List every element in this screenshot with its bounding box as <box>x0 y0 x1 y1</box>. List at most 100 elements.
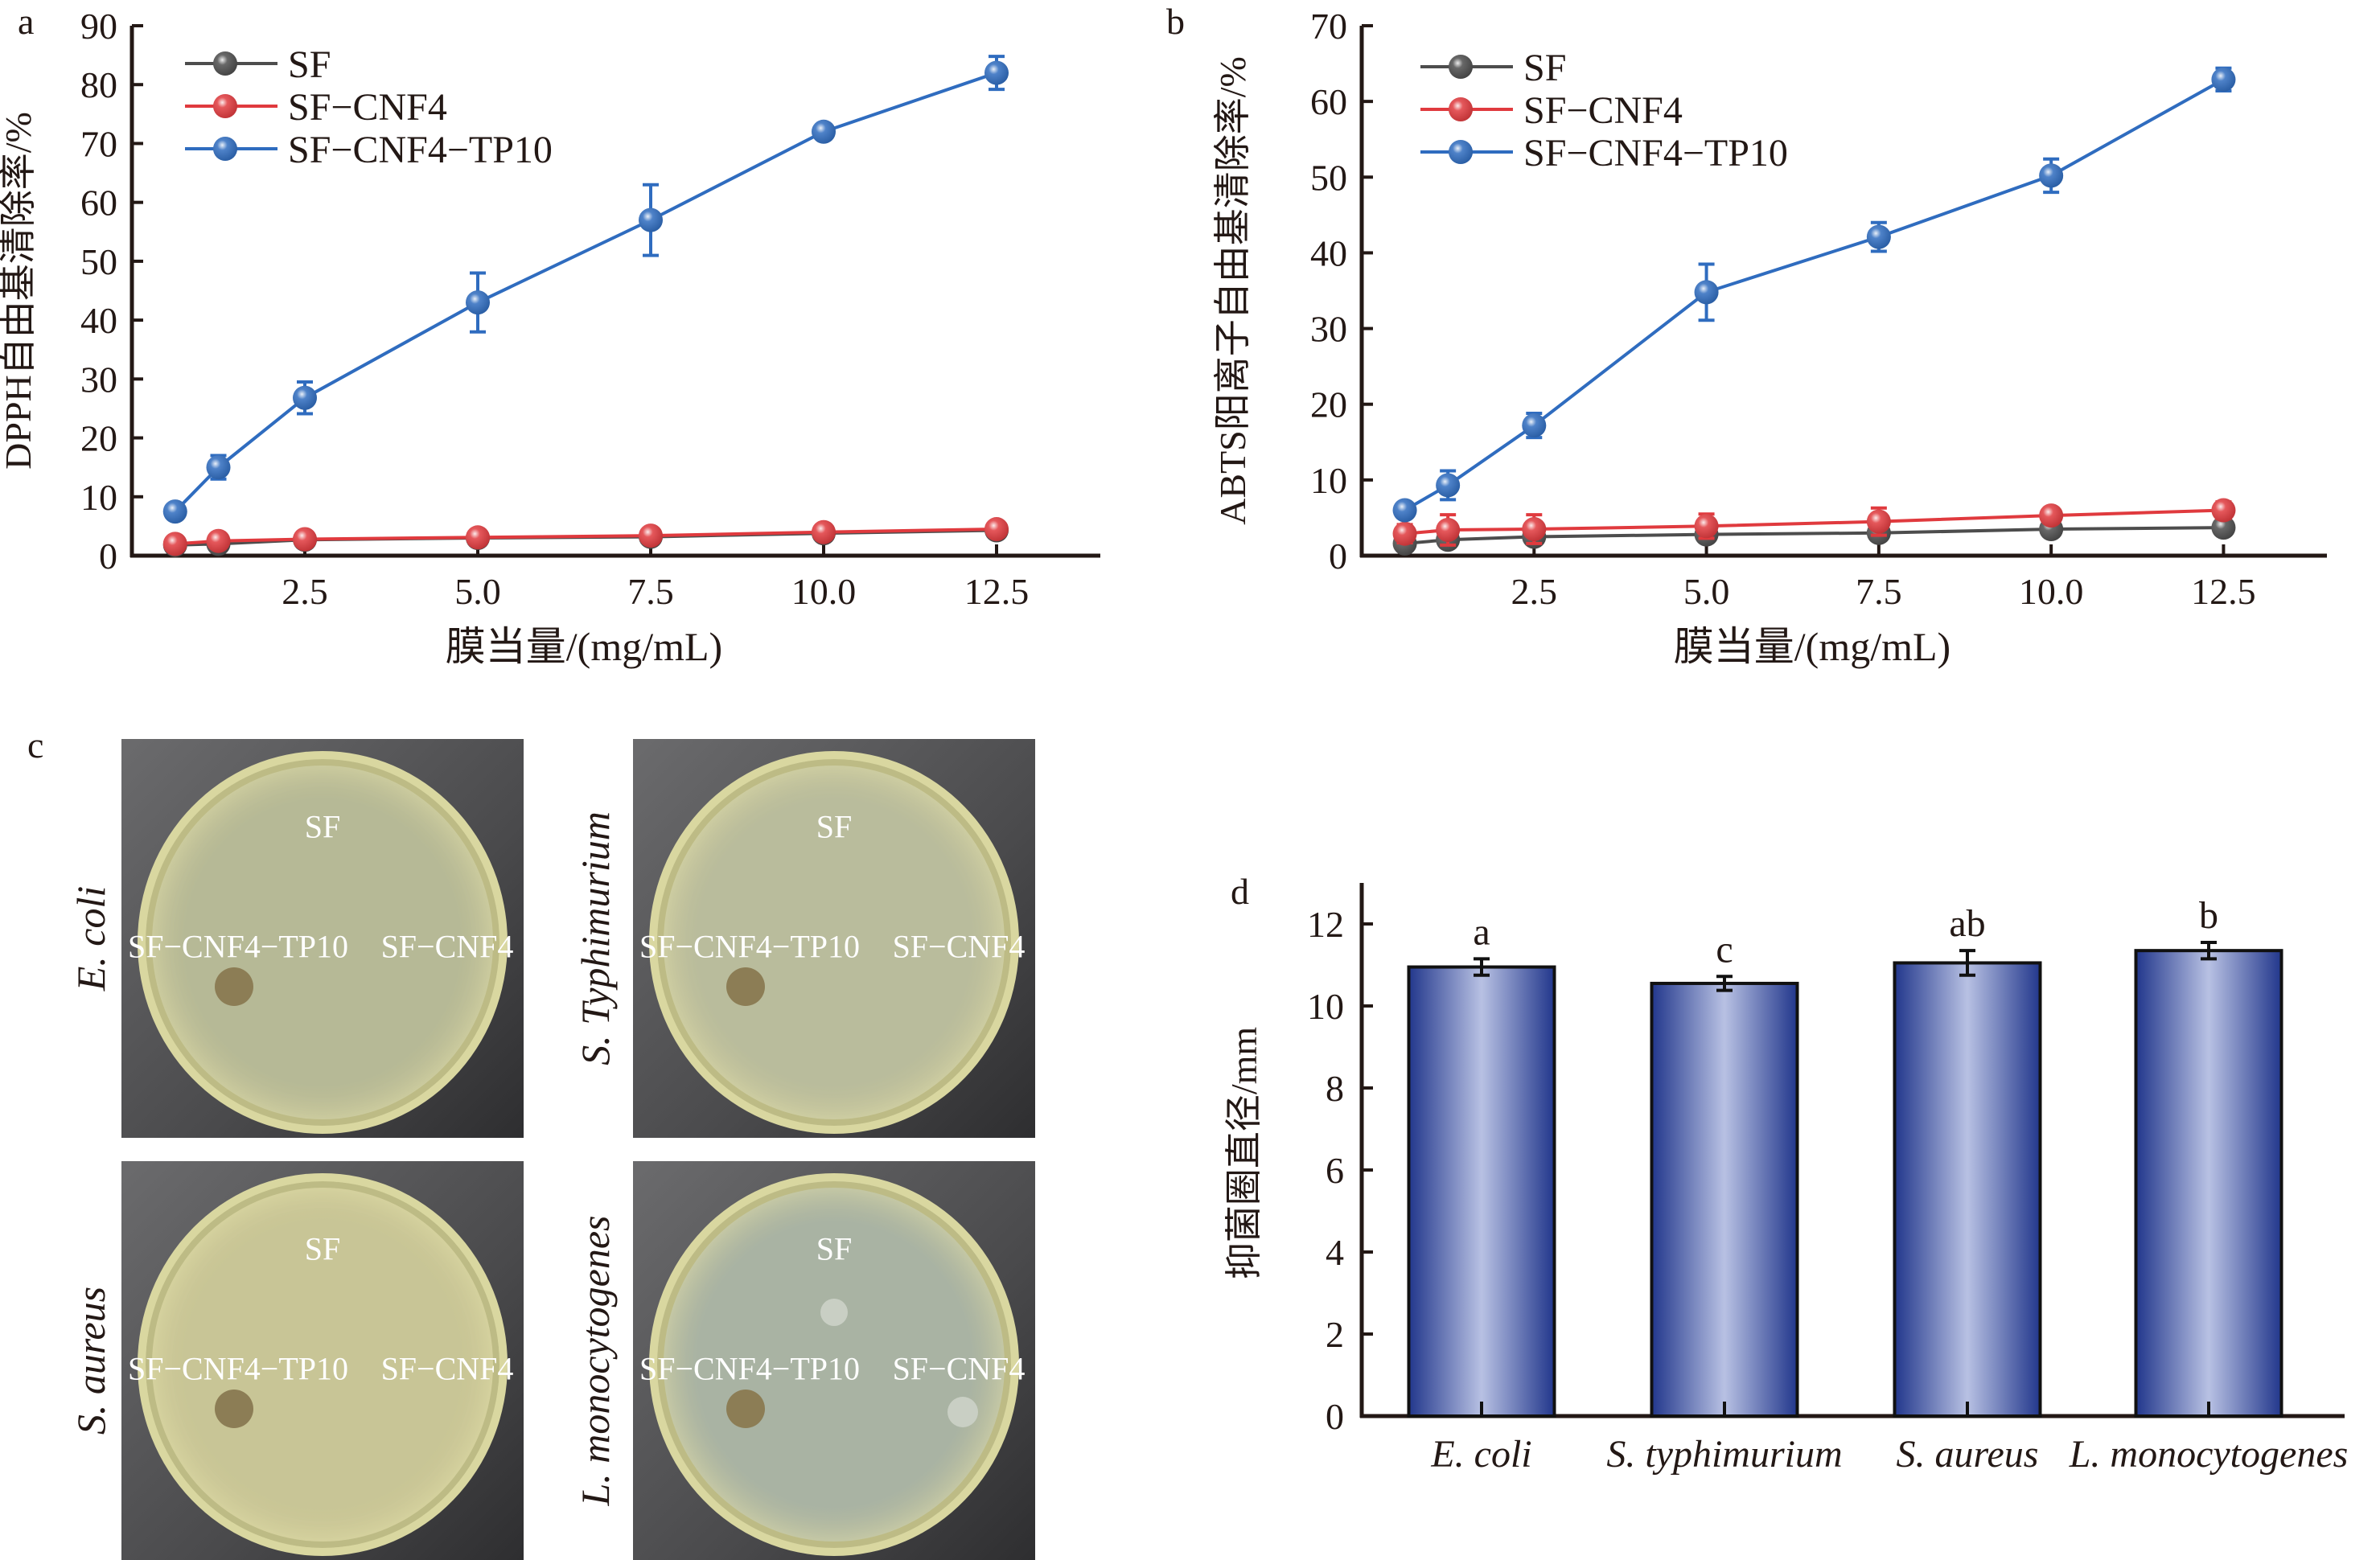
panel-letter-a: a <box>18 1 35 42</box>
film-disc <box>215 967 253 1006</box>
x-tick-label: S. typhimurium <box>1606 1433 1842 1476</box>
data-point-highlight <box>812 119 836 144</box>
film-disc <box>309 876 336 904</box>
film-disc <box>436 1397 467 1427</box>
plate-label-right: SF−CNF4 <box>380 1350 514 1387</box>
plate-label-left: SF−CNF4−TP10 <box>127 1350 349 1387</box>
organism-label: E. coli <box>68 885 113 991</box>
data-point-highlight <box>2211 515 2236 540</box>
data-point-highlight <box>293 527 317 552</box>
x-tick-label: 7.5 <box>627 571 674 612</box>
x-tick-label: 12.5 <box>964 571 1030 612</box>
panel-letter-b: b <box>1166 1 1185 42</box>
x-tick-label: 12.5 <box>2191 571 2256 612</box>
y-tick-label: 30 <box>80 359 117 400</box>
data-point-highlight <box>1694 514 1719 539</box>
data-point-highlight <box>639 523 663 548</box>
x-tick-label: S. aureus <box>1897 1433 2039 1476</box>
film-disc <box>947 975 978 1005</box>
data-point-highlight <box>2211 67 2236 92</box>
y-tick-label: 0 <box>1329 536 1347 577</box>
legend-marker-highlight <box>1449 140 1473 164</box>
legend-label: SF <box>1523 47 1566 89</box>
y-tick-label: 90 <box>80 6 117 47</box>
panel-letter-d: d <box>1231 871 1249 912</box>
plate-label-right: SF−CNF4 <box>380 928 514 965</box>
plate-label-top: SF <box>304 1230 341 1267</box>
y-tick-label: 50 <box>1310 157 1347 198</box>
y-tick-label: 30 <box>1310 309 1347 350</box>
plate-label-top: SF <box>816 808 853 845</box>
organism-label: S. aureus <box>68 1286 113 1435</box>
x-tick-label: L. monocytogenes <box>2069 1433 2349 1476</box>
series-sf-cnf4: SF−CNF4 <box>1392 89 2236 547</box>
x-tick-label: 2.5 <box>282 571 328 612</box>
data-point-highlight <box>1866 509 1891 534</box>
y-tick-label: 40 <box>1310 232 1347 273</box>
plate-label-left: SF−CNF4−TP10 <box>639 928 861 965</box>
plate-photo: SF SF−CNF4−TP10 SF−CNF4 <box>121 1161 524 1560</box>
bar <box>2134 949 2283 1418</box>
data-point-highlight <box>984 517 1009 542</box>
y-tick-label: 8 <box>1326 1068 1344 1109</box>
data-point-highlight <box>1436 517 1461 542</box>
x-tick-label: 2.5 <box>1511 571 1558 612</box>
bar <box>1650 981 1799 1418</box>
legend-marker-highlight <box>213 137 237 161</box>
data-point-highlight <box>293 385 317 410</box>
legend-marker-highlight <box>1449 55 1473 79</box>
series-sf: SF <box>1392 47 2236 556</box>
y-axis-label: DPPH自由基清除率/% <box>0 112 39 470</box>
y-tick-label: 50 <box>80 241 117 282</box>
data-point-highlight <box>1522 413 1547 438</box>
film-disc <box>820 876 848 904</box>
y-tick-label: 12 <box>1307 904 1344 945</box>
data-point-highlight <box>1866 224 1891 249</box>
y-tick-label: 70 <box>80 123 117 164</box>
y-tick-label: 10 <box>80 477 117 518</box>
data-point-highlight <box>162 532 187 556</box>
y-tick-label: 60 <box>80 183 117 224</box>
x-tick-label: 5.0 <box>454 571 501 612</box>
y-tick-label: 2 <box>1326 1314 1344 1355</box>
significance-label: ab <box>1949 902 1985 945</box>
x-tick-label: E. coli <box>1430 1433 1531 1476</box>
y-tick-label: 6 <box>1326 1150 1344 1191</box>
data-point-highlight <box>1392 521 1417 546</box>
data-point-highlight <box>2211 498 2236 523</box>
legend-marker-highlight <box>1449 97 1473 121</box>
plate-photo: SF SF−CNF4−TP10 SF−CNF4 <box>121 739 524 1138</box>
bar-group: c S. typhimurium <box>1606 928 1842 1476</box>
series-sf-cnf4-tp10: SF−CNF4−TP10 <box>1392 66 2236 523</box>
significance-label: a <box>1473 910 1490 953</box>
panel-letter-c: c <box>27 725 44 766</box>
petri-dish <box>138 1172 508 1557</box>
plate-label-top: SF <box>816 1230 853 1267</box>
y-tick-label: 70 <box>1310 6 1347 47</box>
data-point-highlight <box>2039 163 2064 188</box>
bar-group: ab S. aureus <box>1893 902 2042 1476</box>
y-axis-label: 抑菌圈直径/mm <box>1223 1027 1264 1280</box>
data-point-highlight <box>466 525 490 550</box>
significance-label: b <box>2199 894 2218 937</box>
series-sf-cnf4-tp10: SF−CNF4−TP10 <box>162 55 1009 524</box>
chart-d-inhibition-zone: 0 2 4 6 8 10 12 抑菌圈直径/mm a E. coli c S. typhimurium… <box>1223 883 2348 1476</box>
plate-label-top: SF <box>304 808 341 845</box>
legend-label: SF−CNF4 <box>288 86 447 129</box>
film-disc <box>820 1299 848 1327</box>
y-tick-label: 0 <box>1326 1396 1344 1437</box>
data-point-highlight <box>1436 473 1461 498</box>
legend-label: SF−CNF4−TP10 <box>1523 132 1788 174</box>
plate-photo: SF SF−CNF4−TP10 SF−CNF4 <box>633 1161 1035 1560</box>
data-point-highlight <box>812 519 836 544</box>
legend-label: SF <box>288 43 331 86</box>
film-disc <box>726 1389 765 1428</box>
film-disc <box>726 967 765 1006</box>
y-tick-label: 4 <box>1326 1232 1344 1273</box>
x-tick-label: 10.0 <box>791 571 857 612</box>
bar <box>1893 961 2042 1418</box>
data-point-highlight <box>2039 503 2064 528</box>
y-tick-label: 0 <box>99 536 117 577</box>
y-tick-label: 20 <box>80 418 117 459</box>
